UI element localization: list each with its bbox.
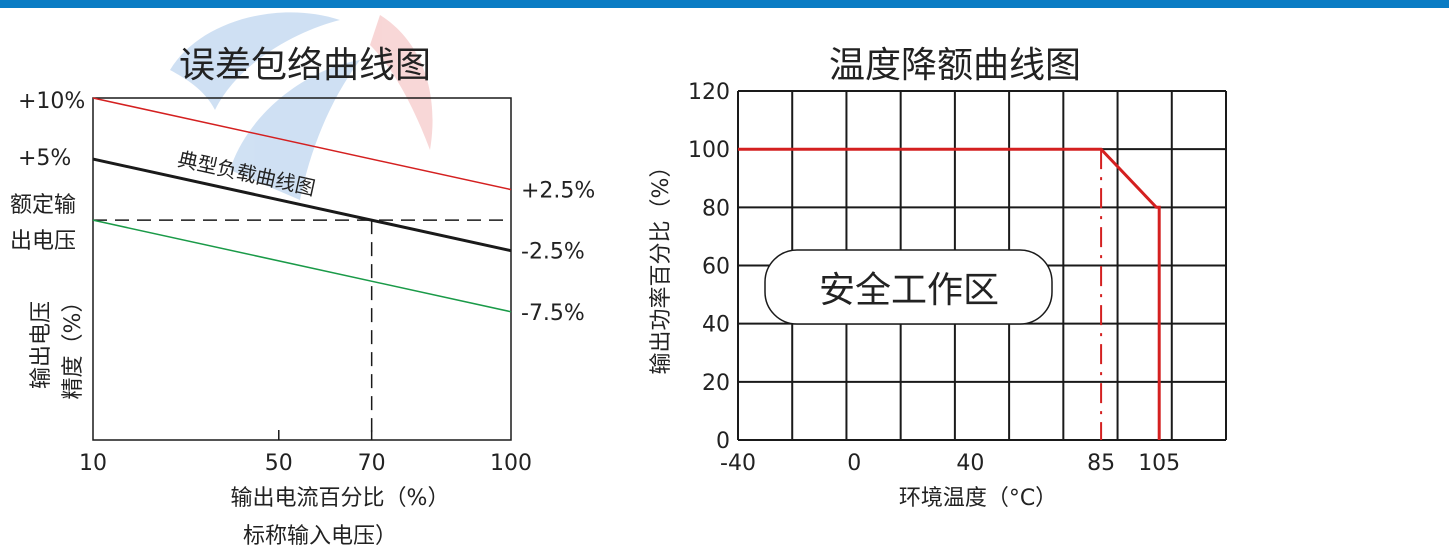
right-y-tick-20: 20 — [702, 371, 730, 396]
top-accent-bar — [0, 0, 1449, 8]
y-axis-label-line2: 精度（%） — [61, 291, 86, 400]
upper-limit-line — [92, 97, 512, 191]
watermark-logo — [170, 12, 433, 200]
rated-voltage-label-line2: 出电压 — [10, 229, 76, 254]
safe-area-box — [764, 249, 1053, 325]
derating-curve — [738, 147, 1161, 440]
right-x-tick-40: 40 — [956, 451, 984, 476]
safe-operating-area-label: 安全工作区 — [819, 270, 999, 311]
y-axis-label-line1: 输出电压 — [29, 301, 54, 389]
y-tick-plus10: +10% — [18, 89, 85, 114]
lower-end-label: -7.5% — [521, 301, 585, 326]
error-envelope-title: 误差包络曲线图 — [179, 45, 431, 86]
right-y-tick-40: 40 — [702, 313, 730, 338]
right-y-axis-label: 输出功率百分比（%） — [649, 156, 674, 375]
right-y-tick-0: 0 — [716, 429, 730, 454]
temperature-derating-title: 温度降额曲线图 — [829, 45, 1081, 86]
x-tick-label-50: 50 — [265, 451, 293, 476]
right-y-tick-80: 80 — [702, 196, 730, 221]
right-x-tick--40: -40 — [720, 451, 756, 476]
typical-load-line — [92, 157, 512, 253]
typical-end-label: -2.5% — [521, 240, 585, 265]
right-x-tick-0: 0 — [847, 451, 861, 476]
y-tick-plus5: +5% — [18, 146, 71, 171]
right-y-tick-60: 60 — [702, 255, 730, 280]
right-x-tick-105: 105 — [1138, 451, 1180, 476]
x-axis-label: 输出电流百分比（%） — [231, 486, 450, 511]
left-plot-frame — [92, 97, 512, 441]
right-y-tick-120: 120 — [688, 80, 730, 105]
x-tick-label-10: 10 — [79, 451, 107, 476]
right-y-tick-100: 100 — [688, 138, 730, 163]
upper-end-label: +2.5% — [521, 179, 595, 204]
right-x-tick-85: 85 — [1087, 451, 1115, 476]
lower-limit-line — [92, 219, 512, 313]
right-x-axis-label: 环境温度（°C） — [899, 486, 1057, 511]
x-tick-label-100: 100 — [490, 451, 532, 476]
rated-voltage-label-line1: 额定输 — [10, 193, 76, 218]
x-axis-label-continued: 标称输入电压） — [243, 524, 397, 549]
x-tick-label-70: 70 — [358, 451, 386, 476]
